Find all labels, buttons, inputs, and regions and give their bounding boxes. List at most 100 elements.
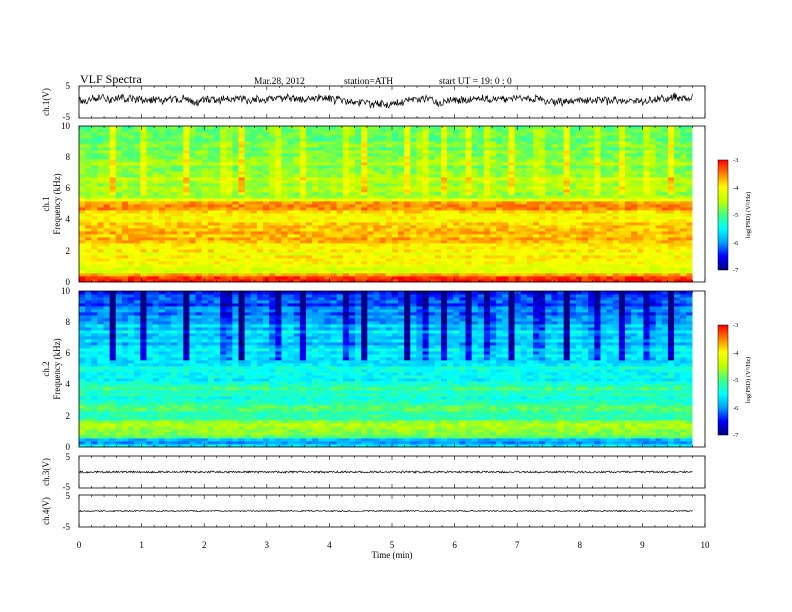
ch1-spectrogram-cell <box>416 180 423 184</box>
ch1-spectrogram-cell <box>91 237 98 241</box>
ch1-spectrogram-cell <box>275 231 282 235</box>
ch1-spectrogram-cell <box>502 264 509 268</box>
ch1-spectrogram-cell <box>158 270 166 274</box>
ch1-spectrogram-cell <box>177 159 184 163</box>
ch1-spectrogram-cell <box>545 126 552 130</box>
ch1-spectrogram-cell <box>348 135 356 139</box>
ch1-spectrogram-panel: 10 8 6 4 2 0 ch.1 Frequency (kHz) <box>41 121 706 287</box>
ch1-spectrogram-cell <box>177 207 184 211</box>
ch1-spectrogram-cell <box>324 165 331 169</box>
ch1-spectrogram-cell <box>637 159 644 163</box>
ch1-spectrogram-cell <box>575 243 583 247</box>
ch1-spectrogram-cell <box>532 204 540 208</box>
ch1-spectrogram-cell <box>195 180 203 184</box>
ch1-spectrogram-cell <box>649 246 657 250</box>
ch1-spectrogram-cell <box>582 255 589 259</box>
ch1-spectrogram-cell <box>453 165 460 169</box>
ch1-spectrogram-cell <box>103 150 111 154</box>
ch1-spectrogram-cell <box>637 219 644 223</box>
ch1-spectrogram-cell <box>293 264 301 268</box>
ch1-spectrogram-cell <box>428 129 436 133</box>
ch1-spectrogram-cell <box>146 165 154 169</box>
ch1-spectrogram-cell <box>416 171 423 175</box>
ch1-spectrogram-cell <box>582 207 589 211</box>
ch1-spectrogram-cell <box>410 183 417 187</box>
ch1-spectrogram-cell <box>305 144 313 148</box>
ch1-spectrogram-cell <box>232 267 239 271</box>
ch1-spectrogram-cell <box>152 177 160 181</box>
ch1-spectrogram-cell <box>643 219 650 223</box>
ch1-spectrogram-cell <box>551 234 558 238</box>
ch1-spectrogram-cell <box>121 234 129 238</box>
ch1-spectrogram-cell <box>514 147 522 151</box>
ch1-spectrogram-cell <box>244 222 252 226</box>
ch1-spectrogram-cell <box>496 234 503 238</box>
ch1-spectrogram-cell <box>612 264 620 268</box>
ch1-spectrogram-cell <box>385 195 393 199</box>
ch1-spectrogram-cell <box>226 228 233 232</box>
ch1-spectrogram-cell <box>348 267 356 271</box>
ch1-spectrogram-cell <box>532 174 540 178</box>
ch1-spectrogram-cell <box>213 201 221 205</box>
ch1-spectrogram-cell <box>293 192 301 196</box>
ch1-spectrogram-cell <box>85 216 92 220</box>
ch1-spectrogram-cell <box>625 213 632 217</box>
ch1-spectrogram-cell <box>465 168 473 172</box>
ch1-spectrogram-cell <box>391 219 399 223</box>
ch1-spectrogram-cell <box>391 171 399 175</box>
ch1-spectrogram-cell <box>140 192 147 196</box>
ch1-spectrogram-cell <box>238 237 246 241</box>
ch1-spectrogram-cell <box>134 162 141 166</box>
ch1-spectrogram-cell <box>189 201 196 205</box>
ch1-spectrogram-cell <box>226 183 233 187</box>
ch1-spectrogram-cell <box>637 204 644 208</box>
ch1-spectrogram-cell <box>256 177 264 181</box>
ch1-spectrogram-cell <box>220 216 227 220</box>
ch1-spectrogram-cell <box>575 228 583 232</box>
ch1-spectrogram-cell <box>575 255 583 259</box>
ch1-spectrogram-cell <box>477 162 485 166</box>
ch1-spectrogram-cell <box>483 246 491 250</box>
ch1-spectrogram-cell <box>502 126 509 130</box>
ch1-spectrogram-cell <box>520 240 528 244</box>
ch1-spectrogram-cell <box>164 132 172 136</box>
ch1-spectrogram-cell <box>275 246 282 250</box>
ch1-spectrogram-cell <box>410 234 417 238</box>
ch1-spectrogram-cell <box>490 237 497 241</box>
ch1-spectrogram-cell <box>103 237 111 241</box>
ch1-spectrogram-cell <box>177 267 184 271</box>
ch1-spectrogram-cell <box>299 219 307 223</box>
ch1-spectrogram-cell <box>324 177 331 181</box>
ch1-spectrogram-cell <box>348 243 356 247</box>
ch1-spectrogram-cell <box>606 243 614 247</box>
ch1-spectrogram-cell <box>471 255 479 259</box>
ch1-spectrogram-cell <box>312 228 319 232</box>
ch1-spectrogram-cell <box>526 168 534 172</box>
ch1-spectrogram-cell <box>355 126 362 130</box>
ch1-spectrogram-cell <box>324 276 331 280</box>
ch1-spectrogram-cell <box>342 159 350 163</box>
ch1-spectrogram-cell <box>594 222 601 226</box>
ch1-spectrogram-cell <box>557 276 565 280</box>
ch1-spectrogram-cell <box>103 252 111 256</box>
ch1-spectrogram-cell <box>128 198 135 202</box>
ch1-spectrogram-cell <box>299 228 307 232</box>
ch1-spectrogram-cell <box>348 207 356 211</box>
ch1-spectrogram-cell <box>502 135 509 139</box>
ch1-spectrogram-cell <box>281 270 288 274</box>
ch1-spectrogram-cell <box>213 228 221 232</box>
ch1-spectrogram-cell <box>434 267 442 271</box>
ch1-spectrogram-cell <box>244 186 252 190</box>
ch1-spectrogram-cell <box>563 225 571 229</box>
ch1-spectrogram-cell <box>557 222 565 226</box>
ch1-spectrogram-cell <box>324 249 331 253</box>
ch1-spectrogram-cell <box>557 267 565 271</box>
ch1-spectrogram-cell <box>434 192 442 196</box>
ch1-spectrogram-cell <box>618 156 626 160</box>
ch1-spectrogram-cell <box>103 129 111 133</box>
ch1-spectrogram-cell <box>97 246 104 250</box>
ch1-spectrogram-cell <box>440 174 448 178</box>
ch1-spectrogram-cell <box>207 237 215 241</box>
ch1-spectrogram-cell <box>532 240 540 244</box>
ch1-spectrogram-cell <box>201 204 209 208</box>
